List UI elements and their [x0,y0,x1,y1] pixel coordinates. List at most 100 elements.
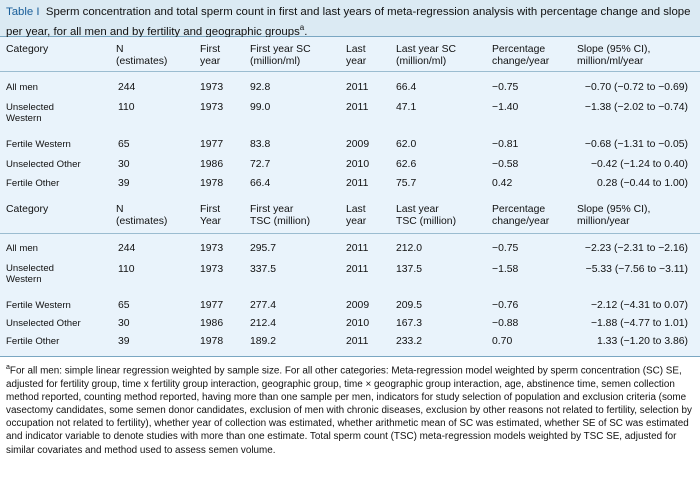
row-last-value: 47.1 [396,102,417,113]
table-row: Fertile Other 39 1978 189.2 2011 233.2 0… [0,336,700,350]
table-caption: Table I Sperm concentration and total sp… [0,0,700,38]
row-last-value: 137.5 [396,264,423,275]
header-first-tsc: First year [250,204,294,215]
row-percentage: 0.42 [492,178,513,189]
table-footnote: aFor all men: simple linear regression w… [0,356,700,489]
row-first-year: 1978 [200,336,224,347]
header-n: N [116,44,124,55]
row-last-year: 2011 [346,264,369,275]
row-first-value: 212.4 [250,318,277,329]
table-row: All men 244 1973 295.7 2011 212.0 −0.75 … [0,243,700,257]
header-percentage-sub: change/year [492,216,550,227]
row-category: All men [6,82,38,93]
row-last-year: 2009 [346,139,370,150]
header-category: Category [6,44,49,55]
row-last-year: 2011 [346,102,369,113]
row-n: 110 [118,264,135,275]
row-n: 39 [118,336,130,347]
row-percentage: −0.76 [492,300,519,311]
row-first-year: 1973 [200,102,224,113]
row-slope: −1.88 (−4.77 to 1.01) [590,318,688,329]
row-slope: −5.33 (−7.56 to −3.11) [585,264,688,275]
row-last-year: 2010 [346,159,370,170]
row-category: Unselected [6,102,54,113]
header-slope-sub: million/year [577,216,630,227]
table-row: Unselected Western 110 1973 337.5 2011 1… [0,261,700,289]
row-first-value: 92.8 [250,82,271,93]
row-category: All men [6,243,38,254]
header-last-tsc: Last year [396,204,439,215]
header-slope: Slope (95% CI), [577,204,651,215]
table-row: Fertile Other 39 1978 66.4 2011 75.7 0.4… [0,178,700,192]
row-n: 110 [118,102,135,113]
row-first-value: 99.0 [250,102,271,113]
row-last-year: 2009 [346,300,370,311]
row-last-year: 2011 [346,336,369,347]
table-row: Unselected Western 110 1973 99.0 2011 47… [0,100,700,128]
row-last-year: 2011 [346,82,369,93]
row-last-value: 66.4 [396,82,417,93]
row-percentage: −0.58 [492,159,519,170]
row-n: 244 [118,82,136,93]
tsc-table-header: Category N (estimates) First Year First … [0,197,700,234]
row-first-year: 1973 [200,264,224,275]
row-percentage: −1.40 [492,102,519,113]
row-slope: −0.68 (−1.31 to −0.05) [584,139,688,150]
row-first-value: 66.4 [250,178,271,189]
row-category-line2: Western [6,113,42,124]
header-first-sc-sub: (million/ml) [250,56,301,67]
row-first-year: 1977 [200,139,224,150]
row-last-year: 2011 [346,243,369,254]
footnote-mark: a [6,364,10,371]
row-category: Fertile Western [6,300,71,311]
row-category-line2: Western [6,274,42,285]
header-last-year: Last [346,44,366,55]
row-n: 30 [118,318,130,329]
row-slope: 0.28 (−0.44 to 1.00) [597,178,688,189]
row-n: 65 [118,139,130,150]
row-category: Unselected Other [6,318,81,329]
row-percentage: −0.75 [492,82,519,93]
header-first-year: First [200,204,221,215]
row-percentage: −0.88 [492,318,519,329]
sc-table-header: Category N (estimates) First year First … [0,37,700,72]
row-category: Unselected Other [6,159,81,170]
row-first-year: 1973 [200,82,224,93]
row-category: Unselected [6,263,54,274]
header-last-sc: Last year SC [396,44,457,55]
row-slope: −2.23 (−2.31 to −2.16) [584,243,688,254]
row-first-value: 83.8 [250,139,271,150]
row-n: 39 [118,178,130,189]
header-last-sc-sub: (million/ml) [396,56,447,67]
caption-text: Sperm concentration and total sperm coun… [6,6,691,38]
row-percentage: −0.75 [492,243,519,254]
row-slope: −1.38 (−2.02 to −0.74) [584,102,688,113]
table-row: All men 244 1973 92.8 2011 66.4 −0.75 −0… [0,82,700,96]
row-last-year: 2010 [346,318,370,329]
tsc-table: Category N (estimates) First Year First … [0,197,700,356]
row-percentage: 0.70 [492,336,513,347]
row-first-value: 189.2 [250,336,277,347]
row-first-year: 1986 [200,159,224,170]
row-last-value: 62.6 [396,159,417,170]
row-first-year: 1978 [200,178,224,189]
header-n-sub: (estimates) [116,56,168,67]
header-first-year: First [200,44,221,55]
header-percentage-sub: change/year [492,56,550,67]
header-first-tsc-sub: TSC (million) [250,216,311,227]
table-row: Unselected Other 30 1986 72.7 2010 62.6 … [0,159,700,173]
row-slope: −2.12 (−4.31 to 0.07) [590,300,688,311]
row-first-year: 1977 [200,300,224,311]
header-percentage: Percentage [492,204,546,215]
table-row: Fertile Western 65 1977 277.4 2009 209.5… [0,300,700,314]
header-first-year-sub: year [200,56,221,67]
header-category: Category [6,204,49,215]
caption-end: . [304,25,308,38]
row-first-value: 72.7 [250,159,271,170]
row-first-value: 337.5 [250,264,277,275]
header-last-year-sub: year [346,56,367,67]
row-first-value: 295.7 [250,243,277,254]
row-slope: −0.42 (−1.24 to 0.40) [590,159,688,170]
row-percentage: −1.58 [492,264,519,275]
header-n-sub: (estimates) [116,216,168,227]
